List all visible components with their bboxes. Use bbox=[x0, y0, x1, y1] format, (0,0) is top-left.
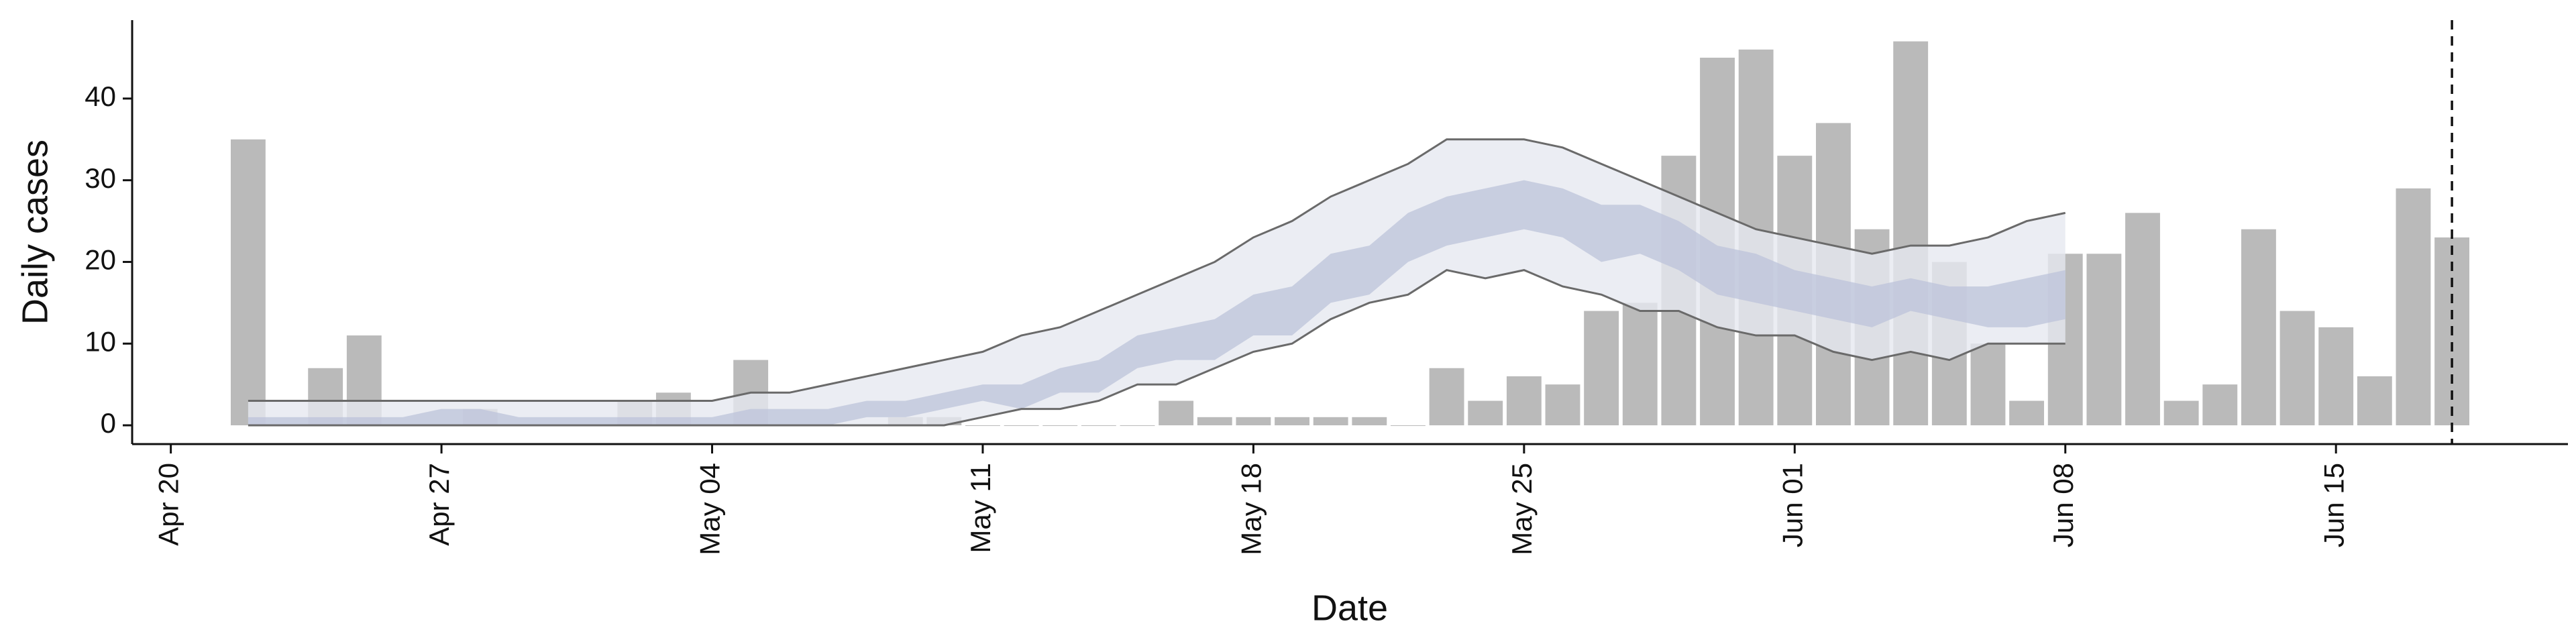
bound-line bbox=[248, 269, 2065, 427]
x-tick-label: Jun 08 bbox=[2047, 463, 2079, 547]
bar bbox=[1429, 368, 1464, 425]
x-tick-label: Apr 20 bbox=[153, 463, 184, 546]
y-tick-label: 10 bbox=[85, 325, 116, 357]
bar bbox=[1120, 425, 1155, 426]
bar bbox=[1275, 417, 1309, 425]
bar bbox=[1042, 425, 1078, 426]
bar bbox=[1893, 41, 1929, 425]
y-tick-label: 30 bbox=[85, 162, 116, 194]
y-tick-label: 40 bbox=[85, 80, 116, 112]
y-axis-title: Daily cases bbox=[15, 140, 55, 325]
bar bbox=[1391, 425, 1426, 426]
bar bbox=[230, 139, 266, 425]
bar bbox=[1197, 417, 1232, 425]
bar bbox=[2357, 376, 2392, 425]
bar bbox=[2125, 213, 2160, 425]
bar bbox=[2396, 188, 2431, 425]
bar bbox=[965, 425, 1000, 426]
bar bbox=[1622, 303, 1658, 425]
x-tick-label: Jun 01 bbox=[1776, 463, 1808, 547]
bar bbox=[2318, 327, 2354, 425]
bar bbox=[2279, 311, 2315, 425]
bar bbox=[1468, 400, 1503, 425]
y-tick-label: 0 bbox=[101, 407, 116, 439]
uncertainty-band bbox=[248, 180, 2065, 425]
bar bbox=[1970, 343, 2006, 425]
bar bbox=[2009, 400, 2045, 425]
bar bbox=[2202, 384, 2238, 425]
x-tick-label: Apr 27 bbox=[423, 463, 455, 546]
y-tick-label: 20 bbox=[85, 244, 116, 276]
bar bbox=[1313, 417, 1348, 425]
x-tick-label: May 11 bbox=[965, 463, 996, 553]
bar bbox=[1159, 400, 1194, 425]
x-tick-label: May 04 bbox=[694, 463, 726, 555]
x-tick-label: Jun 15 bbox=[2318, 463, 2349, 547]
bar bbox=[1004, 425, 1039, 426]
x-tick-label: May 18 bbox=[1236, 463, 1267, 555]
bar bbox=[1584, 311, 1619, 425]
bar bbox=[2241, 229, 2276, 425]
bound-line bbox=[248, 138, 2066, 402]
bar bbox=[1352, 417, 1387, 425]
bar bbox=[2086, 254, 2122, 425]
bar bbox=[1545, 384, 1580, 425]
bar bbox=[2163, 400, 2199, 425]
bar bbox=[1236, 417, 1271, 425]
x-tick-label: May 25 bbox=[1506, 463, 1538, 555]
bar bbox=[1506, 376, 1542, 425]
bar bbox=[1081, 425, 1116, 426]
x-axis-title: Date bbox=[1311, 588, 1388, 628]
